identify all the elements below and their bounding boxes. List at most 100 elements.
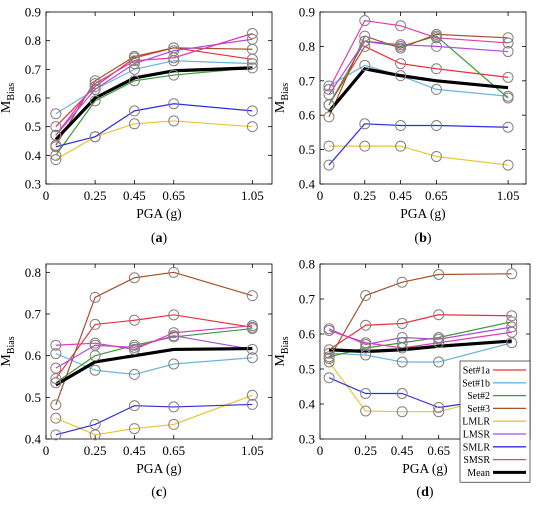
data-point (323, 344, 335, 356)
data-point (246, 58, 258, 70)
x-axis-label: PGA (g) (400, 206, 445, 221)
data-point (396, 318, 408, 329)
data-point (396, 276, 408, 288)
series-line-lmlr (55, 120, 253, 161)
y-tick-label: 0.4 (299, 397, 316, 412)
legend-label: Set#2 (467, 391, 490, 402)
data-point (323, 159, 335, 171)
data-point (168, 45, 180, 57)
data-point (433, 402, 445, 413)
data-point (246, 105, 258, 117)
chart-panel-a: 0.3 0.4 0.5 0.6 0.7 0.8 0.9 0 0.25 0.45 0.65 1.05 PG… (0, 5, 273, 246)
data-point (360, 388, 372, 399)
data-point (395, 42, 407, 54)
data-point (323, 89, 335, 101)
data-point (396, 342, 408, 354)
data-point (128, 63, 140, 75)
x-tick-label: 0.45 (389, 188, 412, 203)
data-point (128, 75, 140, 87)
data-point (433, 406, 445, 418)
data-point (506, 310, 518, 322)
data-point (128, 423, 140, 435)
x-tick-label: 0.25 (84, 443, 107, 458)
legend-label: SMSR (463, 455, 490, 466)
series-line-smlr (328, 123, 509, 166)
data-point (502, 46, 514, 58)
x-tick-label: 0.45 (123, 443, 146, 458)
data-point (246, 62, 258, 74)
y-tick-label: 0.4 (25, 432, 42, 447)
data-point (168, 327, 180, 339)
series-line-smlr (55, 403, 253, 436)
y-tick-label: 0.5 (299, 142, 315, 157)
data-point (128, 55, 140, 67)
data-point (430, 120, 442, 132)
data-point (359, 15, 371, 27)
data-point (50, 129, 62, 141)
data-point (323, 353, 335, 364)
series-line-lmsr (55, 335, 253, 369)
y-tick-label: 0.8 (299, 257, 315, 272)
panel-label: (b) (414, 231, 431, 246)
series-line-lmlr (55, 394, 253, 436)
data-point (359, 140, 371, 152)
data-point (50, 339, 62, 351)
series-line-mean (55, 346, 253, 387)
data-point (430, 83, 442, 95)
legend-label: SMLR (463, 442, 491, 453)
data-point (246, 320, 258, 332)
data-point (359, 30, 371, 42)
x-tick-label: 0.25 (84, 188, 107, 203)
data-point (246, 389, 258, 401)
panel-label: (c) (151, 485, 167, 500)
x-tick-label: 0 (317, 443, 324, 458)
data-point (396, 356, 408, 368)
data-point (246, 121, 258, 133)
series-line-mean (329, 339, 512, 354)
data-point (430, 28, 442, 40)
x-tick-label: 1.05 (241, 188, 264, 203)
data-point (395, 70, 407, 82)
y-axis-label: MBias (273, 336, 291, 366)
data-point (128, 58, 140, 70)
data-point (433, 356, 445, 368)
series-line-lmsr (55, 38, 253, 136)
data-point (430, 40, 442, 52)
data-point (323, 372, 335, 384)
data-point (128, 314, 140, 326)
series-line-set2 (55, 327, 253, 384)
data-point (89, 318, 101, 330)
y-tick-label: 0.6 (25, 91, 42, 106)
data-point (168, 309, 180, 321)
data-point (246, 343, 258, 355)
panel-label: (a) (151, 231, 168, 246)
data-point (323, 347, 335, 359)
data-point (360, 337, 372, 349)
data-point (395, 39, 407, 51)
series-line-set1a (328, 45, 509, 106)
data-point (395, 140, 407, 152)
data-point (360, 290, 372, 301)
data-point (246, 323, 258, 335)
y-tick-label: 0.7 (299, 73, 316, 88)
series-line-set2 (55, 67, 253, 156)
x-axis-label: PGA (g) (136, 206, 181, 221)
data-point (246, 28, 258, 39)
y-tick-label: 0.3 (299, 432, 315, 447)
data-point (50, 121, 62, 133)
y-tick-label: 0.4 (299, 177, 316, 192)
data-point (433, 309, 445, 321)
y-tick-label: 0.5 (25, 390, 41, 405)
chart-panel-c: 0.4 0.5 0.6 0.7 0.8 0 0.25 0.45 0.65 1.05 PGA (g) M… (0, 263, 273, 500)
data-point (128, 400, 140, 412)
data-point (128, 368, 140, 380)
x-tick-label: 0.25 (354, 443, 377, 458)
y-tick-label: 0.7 (25, 62, 42, 77)
data-point (323, 80, 335, 92)
series-line-lmsr (328, 40, 509, 95)
data-point (89, 418, 101, 430)
data-point (89, 95, 101, 107)
data-point (395, 120, 407, 132)
data-point (506, 326, 518, 338)
